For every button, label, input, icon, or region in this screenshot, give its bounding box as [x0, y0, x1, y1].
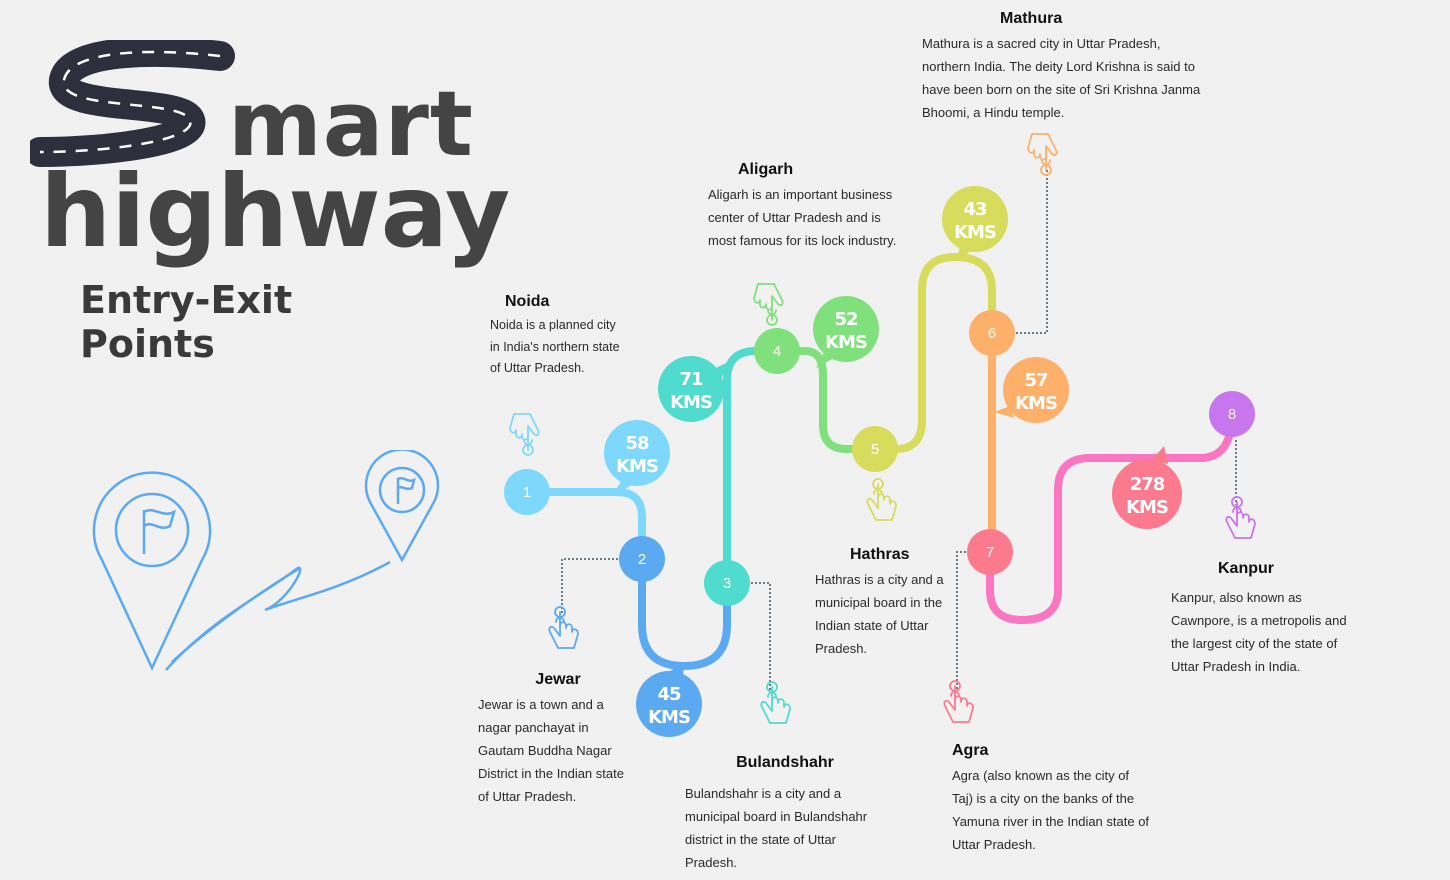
city-description: Agra (also known as the city of Taj) is …: [952, 768, 1150, 852]
hand-pointer-icon: [548, 606, 579, 649]
distance-badge-71: 71 KMS: [658, 356, 728, 422]
connector-jewar: [561, 558, 642, 615]
hand-pointer-icon: [866, 478, 897, 521]
distance-value: 58: [625, 433, 649, 454]
distance-badge-45: 45 KMS: [636, 663, 702, 737]
hand-pointer-icon: [1027, 133, 1058, 176]
distance-badge-58: 58 KMS: [604, 420, 670, 496]
distance-value: 71: [679, 369, 703, 390]
hand-pointer-icon: [760, 681, 791, 724]
hand-pointer-icon: [1225, 496, 1256, 539]
distance-value: 45: [657, 684, 681, 705]
node-number: 7: [986, 544, 994, 561]
city-description: Kanpur, also known as Cawnpore, is a met…: [1171, 590, 1347, 674]
distance-badge-43: 43 KMS: [942, 186, 1008, 262]
city-description: Bulandshahr is a city and a municipal bo…: [685, 786, 868, 870]
city-name: Jewar: [535, 671, 581, 688]
distance-unit: KMS: [825, 332, 867, 353]
hand-pointer-icon: [753, 283, 784, 326]
city-description: Mathura is a sacred city in Uttar Prades…: [922, 36, 1201, 120]
node-number: 2: [638, 551, 646, 568]
route-node-2[interactable]: 2: [619, 536, 665, 582]
city-card-bulandshahr: Bulandshahr Bulandshahr is a city and a …: [685, 751, 885, 874]
route-node-4[interactable]: 4: [754, 328, 800, 374]
route-node-6[interactable]: 6: [969, 310, 1015, 356]
distance-unit: KMS: [616, 456, 658, 477]
city-card-noida: Noida Noida is a planned city in India's…: [490, 290, 620, 380]
city-name: Hathras: [850, 546, 910, 563]
city-card-kanpur: Kanpur Kanpur, also known as Cawnpore, i…: [1171, 557, 1366, 678]
map-pin-flag-icon: [92, 450, 440, 671]
route-segment-3-4: [723, 347, 781, 587]
distance-unit: KMS: [1126, 497, 1168, 518]
route-node-1[interactable]: 1: [504, 469, 550, 515]
logo-word-mart: mart: [228, 72, 474, 177]
distance-unit: KMS: [648, 707, 690, 728]
city-description: Hathras is a city and a municipal board …: [815, 572, 944, 656]
distance-value: 52: [834, 309, 857, 330]
page-title: Entry-Exit Points: [80, 278, 293, 366]
distance-badge-278: 278 KMS: [1112, 446, 1182, 529]
node-number: 6: [988, 325, 996, 342]
route-node-8[interactable]: 8: [1209, 391, 1255, 437]
city-card-hathras: Hathras Hathras is a city and a municipa…: [815, 543, 955, 660]
smart-highway-logo: mart highway: [30, 40, 510, 280]
route-segment-2-3: [638, 555, 731, 671]
city-name: Mathura: [1000, 10, 1063, 27]
route-segment-7-8: [986, 410, 1236, 625]
city-name: Aligarh: [738, 161, 794, 178]
route-segment-5-6: [871, 252, 996, 453]
city-card-aligarh: Aligarh Aligarh is an important business…: [708, 158, 898, 252]
city-description: Jewar is a town and a nagar panchayat in…: [478, 697, 624, 804]
node-number: 8: [1228, 406, 1236, 423]
hand-pointer-icon: [943, 680, 974, 723]
node-number: 4: [773, 343, 781, 360]
distance-badge-57: 57 KMS: [994, 357, 1069, 423]
road-s-icon: [30, 40, 235, 167]
route-node-7[interactable]: 7: [967, 529, 1013, 575]
distance-value: 278: [1130, 474, 1165, 495]
node-number: 1: [523, 484, 531, 501]
distance-unit: KMS: [1015, 393, 1057, 414]
logo-word-highway: highway: [40, 153, 511, 270]
connector-mathura: [992, 170, 1048, 334]
distance-unit: KMS: [954, 222, 996, 243]
city-description: Noida is a planned city in India's north…: [490, 318, 620, 375]
city-card-mathura: Mathura Mathura is a sacred city in Utta…: [922, 7, 1202, 124]
city-name: Bulandshahr: [736, 754, 834, 771]
distance-value: 57: [1024, 370, 1048, 391]
city-description: Aligarh is an important business center …: [708, 187, 897, 248]
distance-badge-52: 52 KMS: [813, 296, 879, 368]
city-name: Noida: [505, 293, 550, 310]
route-node-3[interactable]: 3: [704, 560, 750, 606]
city-name: Kanpur: [1218, 560, 1274, 577]
city-name: Agra: [952, 742, 989, 759]
route-segment-4-5: [773, 347, 879, 453]
city-card-agra: Agra Agra (also known as the city of Taj…: [952, 739, 1152, 856]
distance-value: 43: [963, 199, 987, 220]
connector-agra: [956, 551, 990, 690]
hand-pointer-icon: [509, 413, 540, 456]
distance-unit: KMS: [670, 392, 712, 413]
node-number: 5: [871, 441, 879, 458]
node-number: 3: [723, 575, 731, 592]
route-node-5[interactable]: 5: [852, 426, 898, 472]
city-card-jewar: Jewar Jewar is a town and a nagar pancha…: [478, 668, 638, 808]
